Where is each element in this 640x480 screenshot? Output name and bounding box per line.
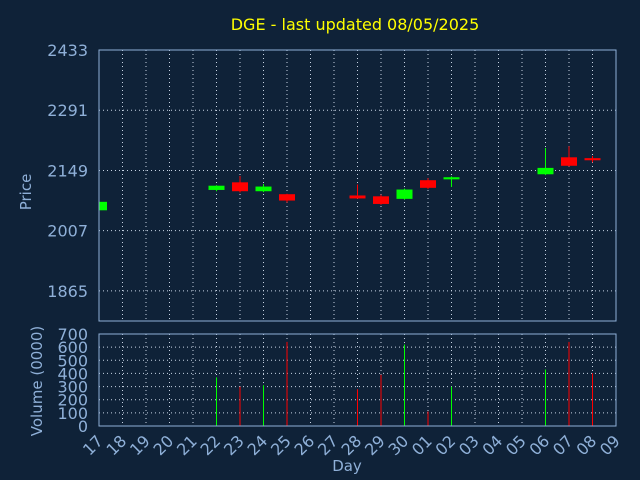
candle-02 (443, 176, 460, 187)
candle-body (99, 201, 107, 211)
candle-25 (279, 193, 295, 203)
x-tick-label: 09 (596, 431, 624, 459)
candle-body (208, 185, 225, 190)
candle-body (420, 180, 436, 188)
candle-body (279, 194, 295, 201)
candle-28 (349, 184, 366, 199)
volume-axis-label: Volume (0000) (28, 326, 46, 436)
candle-24 (255, 184, 272, 193)
candle-body (232, 182, 248, 192)
candle-body (349, 195, 366, 199)
candle-17 (98, 200, 107, 212)
price-panel-frame (98, 49, 617, 322)
candle-body (443, 177, 460, 180)
candle-29 (373, 194, 389, 205)
price-tick-label: 2007 (47, 222, 88, 241)
x-tick-labels: 1718192021222324252627282930010203040506… (79, 431, 624, 459)
volume-tick-label: 200 (57, 391, 88, 410)
volume-tick-label: 500 (57, 351, 88, 370)
price-tick-label: 1865 (47, 282, 88, 301)
price-tick-label: 2149 (47, 161, 88, 180)
candle-07 (561, 146, 577, 167)
price-tick-label: 2433 (47, 41, 88, 60)
candle-body (255, 186, 272, 192)
volume-tick-label: 700 (57, 325, 88, 344)
volume-tick-label: 300 (57, 378, 88, 397)
candles (98, 146, 601, 212)
candle-30 (396, 188, 413, 200)
candle-23 (232, 175, 248, 193)
price-axis-label: Price (17, 174, 35, 211)
volume-panel-frame (98, 333, 617, 427)
candle-body (584, 158, 601, 161)
volume-tick-label: 600 (57, 338, 88, 357)
candle-08 (584, 156, 601, 163)
candle-body (537, 167, 554, 175)
volume-tick-label: 400 (57, 364, 88, 383)
x-axis-label: Day (332, 457, 362, 475)
price-tick-label: 2291 (47, 101, 88, 120)
volume-tick-label: 100 (57, 404, 88, 423)
candle-body (373, 196, 389, 204)
chart-title: DGE - last updated 08/05/2025 (231, 15, 480, 34)
volume-bars (98, 341, 593, 426)
candle-22 (208, 185, 225, 192)
price-tick-labels: 1865 2007 2149 2291 2433 (47, 41, 88, 301)
candle-body (561, 157, 577, 166)
candle-06 (537, 147, 554, 176)
candle-01 (420, 178, 436, 190)
candle-body (396, 189, 413, 199)
volume-tick-label: 0 (78, 417, 88, 436)
